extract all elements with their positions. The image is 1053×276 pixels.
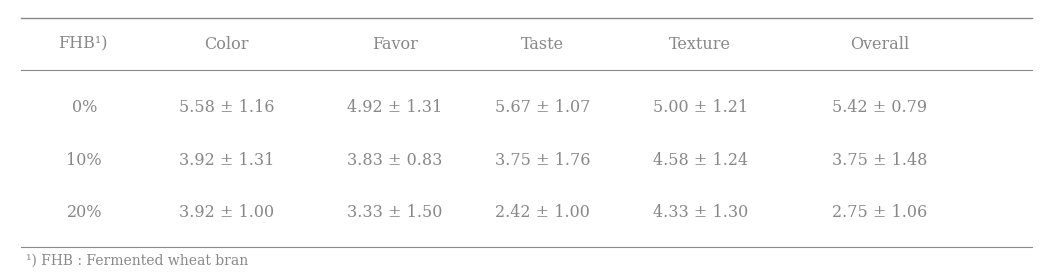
Text: Favor: Favor xyxy=(372,36,418,53)
Text: ¹) FHB : Fermented wheat bran: ¹) FHB : Fermented wheat bran xyxy=(26,254,249,268)
Text: 3.75 ± 1.48: 3.75 ± 1.48 xyxy=(832,152,927,169)
Text: 2.75 ± 1.06: 2.75 ± 1.06 xyxy=(832,204,927,221)
Text: 3.33 ± 1.50: 3.33 ± 1.50 xyxy=(347,204,442,221)
Text: Color: Color xyxy=(204,36,249,53)
Text: 5.67 ± 1.07: 5.67 ± 1.07 xyxy=(495,99,590,116)
Text: 5.00 ± 1.21: 5.00 ± 1.21 xyxy=(653,99,748,116)
Text: 3.75 ± 1.76: 3.75 ± 1.76 xyxy=(495,152,590,169)
Text: 5.58 ± 1.16: 5.58 ± 1.16 xyxy=(179,99,274,116)
Text: 4.92 ± 1.31: 4.92 ± 1.31 xyxy=(347,99,442,116)
Text: Texture: Texture xyxy=(670,36,731,53)
Text: 20%: 20% xyxy=(66,204,102,221)
Text: 3.83 ± 0.83: 3.83 ± 0.83 xyxy=(347,152,442,169)
Text: 0%: 0% xyxy=(72,99,97,116)
Text: 3.92 ± 1.00: 3.92 ± 1.00 xyxy=(179,204,274,221)
Text: 2.42 ± 1.00: 2.42 ± 1.00 xyxy=(495,204,590,221)
Text: FHB¹): FHB¹) xyxy=(58,36,107,53)
Text: Taste: Taste xyxy=(521,36,563,53)
Text: 4.33 ± 1.30: 4.33 ± 1.30 xyxy=(653,204,748,221)
Text: 3.92 ± 1.31: 3.92 ± 1.31 xyxy=(179,152,274,169)
Text: 10%: 10% xyxy=(66,152,102,169)
Text: 4.58 ± 1.24: 4.58 ± 1.24 xyxy=(653,152,748,169)
Text: Overall: Overall xyxy=(850,36,909,53)
Text: 5.42 ± 0.79: 5.42 ± 0.79 xyxy=(832,99,927,116)
